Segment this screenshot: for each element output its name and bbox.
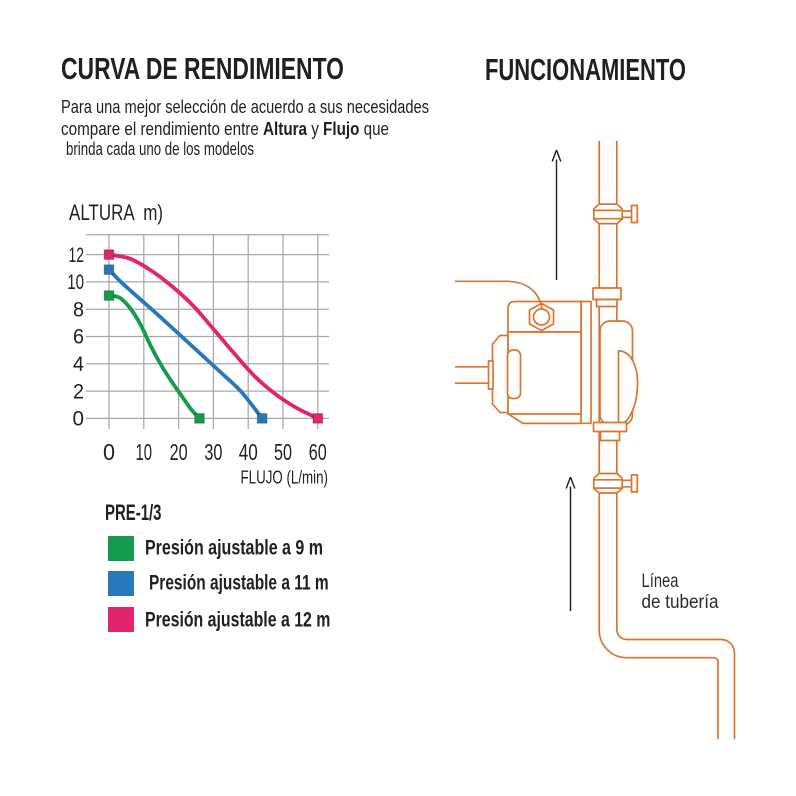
series-0-marker (194, 413, 205, 424)
lower-flange-a (592, 421, 628, 433)
intro-line-2: compare el rendimiento entre Altura y Fl… (61, 118, 389, 140)
flow-arrows (551, 149, 576, 611)
pump-line-art (455, 203, 639, 494)
pipe-label-line1: Línea (642, 570, 679, 592)
legend-model-label: PRE-1/3 (105, 500, 162, 526)
pipe-label-line2: de tubería (642, 591, 719, 613)
upper-flange-a (592, 287, 622, 301)
pipe-line-art (598, 141, 736, 739)
upper-fitting-handle (630, 204, 639, 224)
flow-arrow-top-head (551, 149, 562, 162)
x-tick-label: 50 (274, 439, 292, 465)
y-tick-label: 8 (73, 298, 84, 321)
chart-curves (107, 252, 320, 421)
intro-line-3: brinda cada uno de los modelos (65, 138, 254, 159)
series-1-marker (103, 264, 115, 275)
x-tick-label: 30 (204, 439, 222, 465)
legend-label-11m: Presión ajustable a 11 m (148, 570, 329, 595)
upper-fitting-ribs (593, 209, 623, 220)
series-1-marker (256, 413, 268, 424)
motor-rib (506, 349, 522, 400)
legend-swatch-pink (108, 607, 134, 633)
series-2-marker (312, 413, 324, 424)
curve-series-2 (107, 252, 320, 421)
x-tick-label: 40 (239, 439, 258, 465)
lower-fitting-handle (630, 474, 639, 493)
motor-block (491, 334, 509, 414)
curve-series-0 (107, 293, 202, 421)
legend-label-12m: Presión ajustable a 12 m (144, 606, 330, 631)
flow-arrow-bottom-head (565, 476, 576, 489)
upper-flange-b (595, 298, 618, 308)
pipe-outer-line (598, 141, 719, 739)
chart-tick-labels: 0 2 4 6 8 10 12 0 10 20 30 40 50 60 (67, 244, 327, 465)
lower-fitting-stem (622, 479, 632, 488)
curve-series-1 (107, 267, 265, 421)
pump-skirt (507, 412, 581, 425)
legend-swatch-green (108, 535, 134, 561)
lower-fitting-ribs (593, 478, 623, 489)
power-cable (455, 280, 542, 304)
x-tick-label: 0 (103, 439, 115, 465)
volute-bulge (617, 350, 639, 426)
y-tick-label: 2 (73, 380, 84, 403)
upper-fitting-stem (622, 210, 632, 219)
legend-swatch-blue (108, 570, 134, 596)
x-axis-label: FLUJO (L/min) (241, 467, 329, 488)
upper-fitting-body (592, 203, 624, 225)
x-tick-label: 20 (170, 439, 188, 465)
pipe-inner-line (615, 141, 736, 739)
y-tick-label: 10 (67, 271, 84, 294)
pump-plate (580, 300, 592, 425)
inlet-lines (455, 365, 489, 385)
legend-label-9m: Presión ajustable a 9 m (144, 535, 323, 560)
lower-flange-b (599, 430, 621, 442)
x-tick-label: 10 (136, 439, 153, 465)
x-tick-label: 60 (309, 439, 327, 465)
y-tick-label: 6 (73, 326, 84, 349)
y-tick-label: 12 (69, 244, 85, 267)
series-2-marker (103, 249, 115, 260)
chart-markers (103, 249, 324, 424)
intro-line-1: Para una mejor selección de acuerdo a su… (61, 95, 430, 117)
y-tick-label: 4 (73, 353, 84, 376)
chart-legend: PRE-1/3 Presión ajustable a 9 m Presión … (105, 500, 330, 633)
chart-grid (86, 234, 329, 429)
inlet-flange (487, 360, 494, 390)
lower-fitting-body (592, 472, 624, 494)
series-0-marker (103, 290, 115, 301)
page-title-right: FUNCIONAMIENTO (485, 54, 769, 85)
hex-nut (528, 302, 555, 332)
page-title-left-text: CURVA DE RENDIMIENTO (61, 50, 345, 86)
y-tick-label: 0 (73, 408, 85, 431)
y-axis-label: ALTURA m) (69, 200, 163, 225)
page-title-left: CURVA DE RENDIMIENTO (61, 53, 444, 84)
page-title-right-text: FUNCIONAMIENTO (485, 52, 687, 88)
